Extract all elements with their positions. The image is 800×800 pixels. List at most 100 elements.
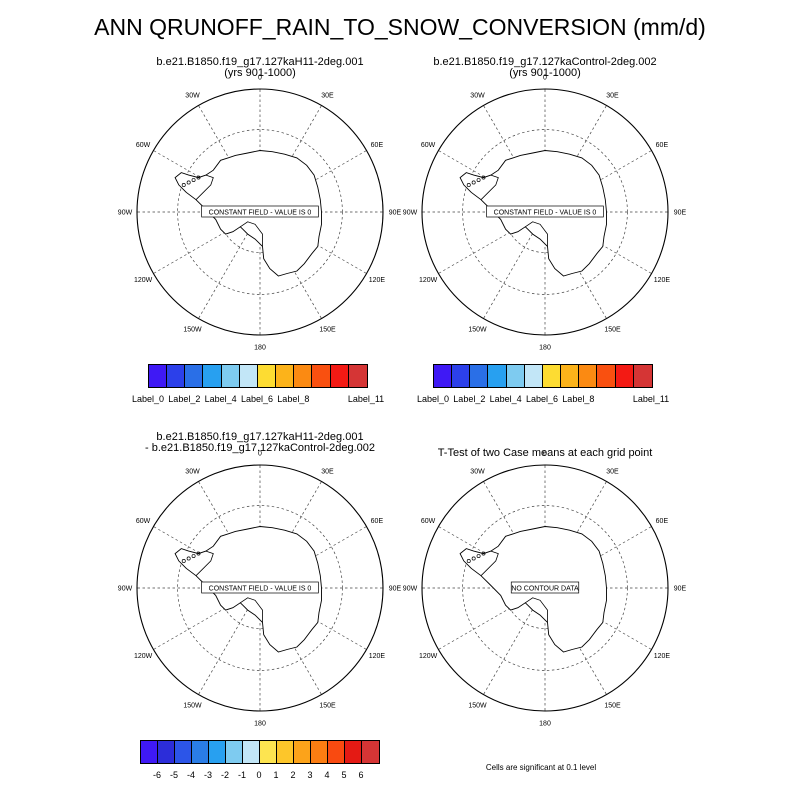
- colorbar-swatch: [277, 741, 294, 763]
- field-note-box: [201, 581, 319, 594]
- panel-2-title: b.e21.B1850.f19_g17.127kaControl-2deg.00…: [395, 57, 695, 79]
- ice-shelf-line: [525, 221, 548, 247]
- panel-4-title-line1: T-Test of two Case means at each grid po…: [437, 447, 653, 459]
- colorbar-swatch: [226, 741, 243, 763]
- longitude-label: 60E: [656, 142, 669, 149]
- panel-1-title: b.e21.B1850.f19_g17.127kaH11-2deg.001 (y…: [110, 57, 410, 79]
- longitude-label: 30E: [606, 469, 619, 476]
- longitude-label: 30W: [470, 93, 485, 100]
- map-boundary-circle: [421, 88, 669, 336]
- colorbar-swatch: [345, 741, 362, 763]
- longitude-label: 150E: [319, 702, 336, 709]
- colorbar-tick-label: -3: [203, 770, 213, 780]
- colorbar-swatch: [615, 365, 634, 387]
- longitude-label: 60W: [421, 142, 436, 149]
- island-outline: [186, 180, 191, 185]
- longitude-label: 120E: [654, 653, 671, 660]
- colorbar-swatch: [175, 741, 192, 763]
- longitude-label: 60E: [371, 518, 384, 525]
- longitude-label: 120W: [419, 653, 438, 660]
- colorbar-swatch: [542, 365, 562, 387]
- colorbar-swatch: [239, 365, 258, 387]
- panel-1-title-line1: b.e21.B1850.f19_g17.127kaH11-2deg.001: [156, 56, 364, 68]
- longitude-label: 90E: [674, 586, 687, 593]
- longitude-label: 60E: [371, 142, 384, 149]
- colorbar-tick-label: Label_11: [347, 394, 385, 404]
- island-outline: [466, 558, 471, 563]
- longitude-label: 150E: [604, 702, 621, 709]
- map-boundary-circle: [421, 464, 669, 712]
- longitude-label: 180: [539, 345, 551, 352]
- colorbar-difference: [140, 740, 380, 764]
- colorbar-swatch: [294, 365, 313, 387]
- colorbar-tick-label: -4: [186, 770, 196, 780]
- colorbar-swatch: [221, 365, 240, 387]
- longitude-label: 60W: [136, 142, 151, 149]
- longitude-label: 120E: [369, 653, 386, 660]
- longitude-label: 60W: [136, 518, 151, 525]
- colorbar-tick-label: Label_8: [277, 394, 310, 404]
- colorbar-case-1-labels: Label_0 Label_2 Label_4 Label_6 Label_8 Label…: [132, 394, 384, 406]
- longitude-label: 30E: [321, 469, 334, 476]
- colorbar-swatch: [633, 365, 652, 387]
- panel-4-title: T-Test of two Case means at each grid po…: [395, 448, 695, 459]
- colorbar-swatch: [209, 741, 226, 763]
- ice-shelf-line: [240, 221, 263, 247]
- longitude-label: 150W: [468, 326, 487, 333]
- colorbar-difference-labels: -6 -5 -4 -3 -2 -1 0 1 2 3 4 5 6: [140, 770, 378, 782]
- colorbar-swatch: [362, 741, 379, 763]
- colorbar-case-2-labels: Label_0 Label_2 Label_4 Label_6 Label_8 Label…: [417, 394, 669, 406]
- island-outline: [196, 175, 201, 180]
- longitude-label: 60E: [656, 518, 669, 525]
- colorbar-swatch: [506, 365, 525, 387]
- longitude-label: 0: [258, 75, 262, 82]
- panel-2-title-line1: b.e21.B1850.f19_g17.127kaControl-2deg.00…: [433, 56, 657, 68]
- longitude-label: 180: [254, 345, 266, 352]
- colorbar-tick-label: Label_0: [131, 394, 165, 404]
- longitude-label: 120W: [134, 277, 153, 284]
- longitude-label: 0: [543, 451, 547, 458]
- ice-shelf-line: [240, 597, 263, 623]
- ice-shelf-line: [480, 174, 499, 200]
- colorbar-tick-label: Label_2: [168, 394, 201, 404]
- panel-3-title: b.e21.B1850.f19_g17.127kaH11-2deg.001 - …: [110, 432, 410, 454]
- longitude-label: 30E: [606, 93, 619, 100]
- colorbar-swatch: [597, 365, 616, 387]
- colorbar-tick-label: -2: [220, 770, 230, 780]
- longitude-label: 90W: [118, 586, 133, 593]
- longitude-label: 30W: [185, 93, 200, 100]
- colorbar-swatch: [524, 365, 543, 387]
- longitude-label: 120W: [134, 653, 153, 660]
- colorbar-swatch: [260, 741, 277, 763]
- longitude-label: 120E: [654, 277, 671, 284]
- colorbar-swatch: [452, 365, 471, 387]
- colorbar-swatch: [203, 365, 222, 387]
- longitude-label: 30W: [185, 469, 200, 476]
- longitude-label: 90W: [403, 586, 418, 593]
- field-note-text: NO CONTOUR DATA: [511, 586, 579, 593]
- longitude-label: 150E: [604, 326, 621, 333]
- longitude-label: 150W: [183, 702, 202, 709]
- island-outline: [196, 551, 201, 556]
- longitude-label: 120E: [369, 277, 386, 284]
- longitude-label: 30E: [321, 93, 334, 100]
- colorbar-tick-label: -5: [169, 770, 179, 780]
- field-note-box: [486, 205, 604, 218]
- field-note-text: CONSTANT FIELD - VALUE IS 0: [209, 586, 312, 593]
- longitude-label: 90E: [674, 210, 687, 217]
- colorbar-tick-label: 6: [358, 770, 364, 780]
- latitude-circle: [177, 505, 343, 671]
- colorbar-tick-label: 2: [290, 770, 296, 780]
- island-outline: [476, 178, 481, 182]
- colorbar-swatch: [470, 365, 489, 387]
- latitude-circle: [177, 129, 343, 295]
- island-outline: [476, 554, 481, 558]
- colorbar-swatch: [488, 365, 507, 387]
- colorbar-tick-label: Label_6: [525, 394, 559, 404]
- island-outline: [181, 558, 186, 563]
- colorbar-tick-label: Label_0: [416, 394, 450, 404]
- colorbar-swatch: [311, 741, 328, 763]
- island-outline: [481, 175, 486, 180]
- colorbar-swatch: [348, 365, 367, 387]
